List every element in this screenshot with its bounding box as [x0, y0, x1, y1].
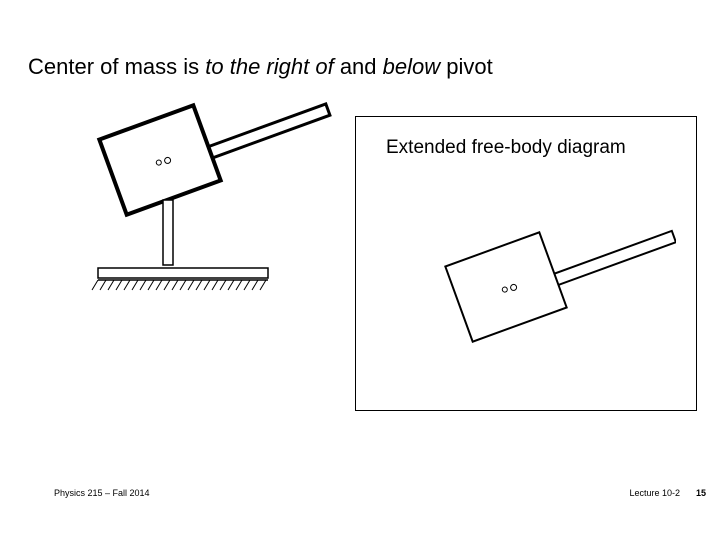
right-figure [376, 177, 676, 387]
left-figure [40, 100, 340, 320]
slide-title: Center of mass is to the right of and be… [28, 54, 493, 80]
right-panel-title: Extended free-body diagram [386, 137, 626, 159]
footer-page-number: 15 [696, 488, 706, 498]
right-panel: Extended free-body diagram [355, 116, 697, 411]
title-part-2: and [334, 54, 383, 79]
footer-course: Physics 215 – Fall 2014 [54, 488, 150, 498]
footer-lecture: Lecture 10-2 [629, 488, 680, 498]
title-part-0: Center of mass is [28, 54, 205, 79]
title-part-3: below [383, 54, 440, 79]
title-part-1: to the right of [205, 54, 333, 79]
title-part-4: pivot [440, 54, 493, 79]
